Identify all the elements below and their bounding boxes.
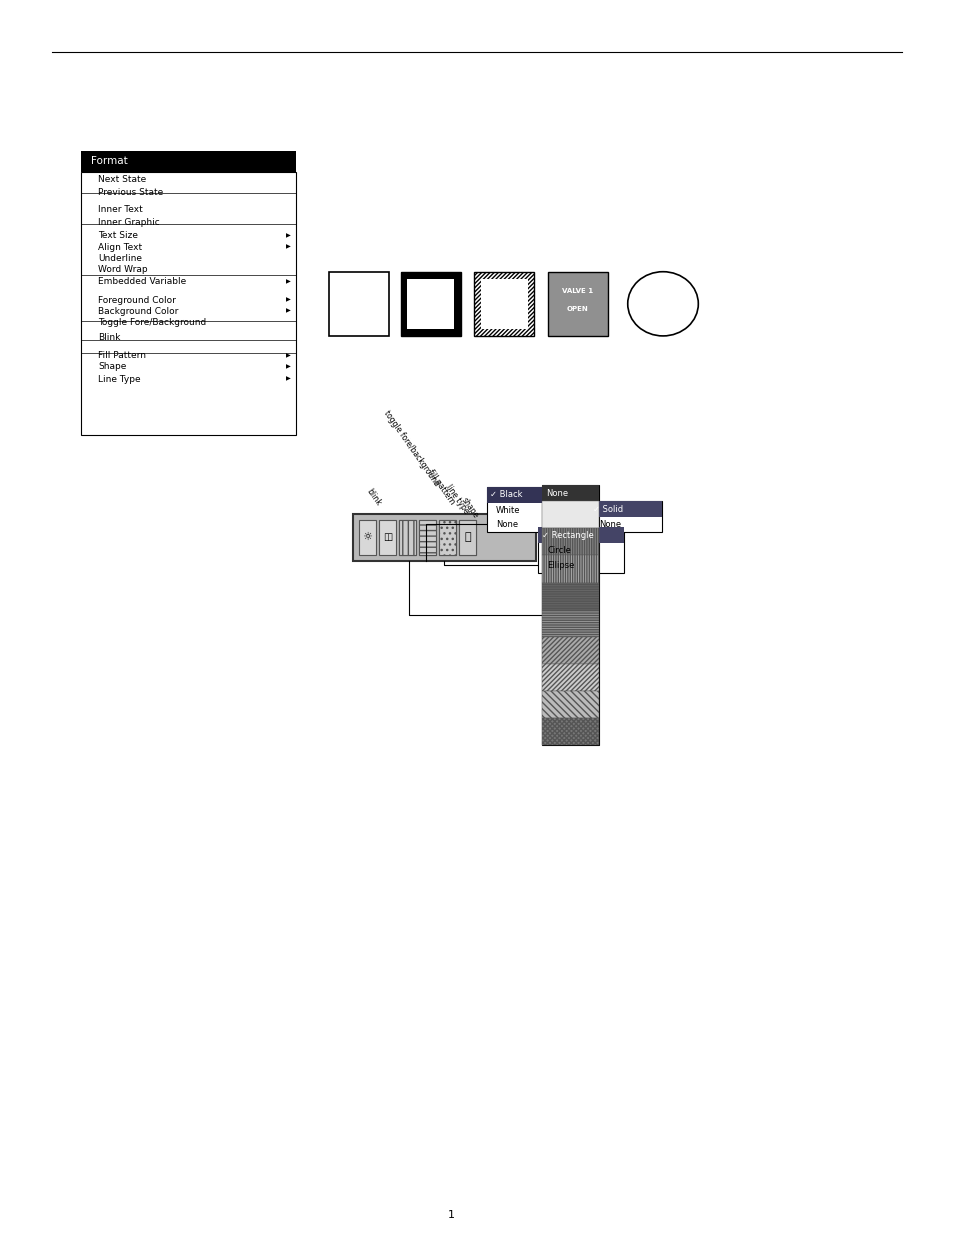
Bar — [541, 501, 598, 529]
Bar — [541, 718, 598, 745]
Bar — [547, 272, 607, 336]
Bar — [474, 272, 534, 336]
Bar — [407, 279, 454, 329]
Text: ▶: ▶ — [286, 279, 290, 284]
Text: Next State: Next State — [98, 174, 147, 184]
Bar — [398, 520, 416, 555]
Text: blink: blink — [364, 487, 382, 508]
Text: Inner Graphic: Inner Graphic — [98, 217, 160, 227]
Text: Format: Format — [91, 156, 128, 167]
Bar — [541, 690, 598, 718]
Text: ✓ Solid: ✓ Solid — [593, 505, 623, 514]
Bar — [418, 520, 436, 555]
Text: ▶: ▶ — [286, 298, 290, 303]
Text: Background Color: Background Color — [98, 306, 178, 316]
Ellipse shape — [627, 272, 698, 336]
Bar — [541, 485, 598, 501]
Bar — [480, 279, 527, 329]
Text: ▶: ▶ — [286, 233, 290, 238]
Bar — [541, 556, 598, 583]
Text: Toggle Fore/Background: Toggle Fore/Background — [98, 317, 206, 327]
Text: ▶: ▶ — [286, 245, 290, 249]
Bar — [486, 487, 572, 532]
Text: Blink: Blink — [98, 332, 120, 342]
Text: Word Wrap: Word Wrap — [98, 264, 148, 274]
Text: None: None — [496, 520, 517, 530]
Bar — [398, 520, 416, 555]
Text: Circle: Circle — [547, 546, 571, 556]
Bar — [541, 583, 598, 610]
Bar — [589, 501, 661, 517]
Bar — [81, 151, 295, 172]
Text: Underline: Underline — [98, 253, 142, 263]
Text: Line Type: Line Type — [98, 374, 141, 384]
Bar — [458, 520, 476, 555]
Bar — [358, 520, 375, 555]
Bar — [486, 487, 572, 503]
Text: toggle fore/background: toggle fore/background — [381, 409, 440, 488]
Text: Text Size: Text Size — [98, 231, 138, 241]
Text: ☼: ☼ — [362, 532, 372, 542]
Text: None: None — [545, 489, 567, 498]
Bar — [438, 520, 456, 555]
Bar — [400, 272, 460, 336]
Text: ▶: ▶ — [286, 353, 290, 358]
Text: Previous State: Previous State — [98, 188, 163, 198]
Bar — [541, 663, 598, 690]
Bar — [353, 514, 536, 561]
Text: line type: line type — [443, 483, 470, 515]
Bar — [418, 520, 436, 555]
Text: Align Text: Align Text — [98, 242, 142, 252]
Text: ✓ Rectangle: ✓ Rectangle — [541, 531, 593, 540]
Bar — [541, 636, 598, 663]
Text: ▶: ▶ — [286, 377, 290, 382]
Text: shape: shape — [459, 495, 480, 520]
Bar — [329, 272, 389, 336]
Bar — [537, 527, 623, 573]
Text: ✓ Black: ✓ Black — [490, 490, 522, 499]
Text: Foreground Color: Foreground Color — [98, 295, 176, 305]
Text: Ellipse: Ellipse — [547, 561, 575, 571]
Text: Inner Text: Inner Text — [98, 205, 143, 215]
Text: White: White — [496, 505, 520, 515]
Text: ▶: ▶ — [286, 309, 290, 314]
Bar — [378, 520, 395, 555]
Text: fill pattern: fill pattern — [426, 468, 456, 506]
Bar — [537, 527, 623, 543]
Text: ◫: ◫ — [382, 532, 392, 542]
Text: 1: 1 — [447, 1210, 455, 1220]
Bar — [541, 485, 598, 745]
Bar — [458, 520, 476, 555]
Bar — [438, 520, 456, 555]
Bar — [589, 501, 661, 532]
Text: ⧉: ⧉ — [464, 532, 470, 542]
Bar — [541, 529, 598, 556]
Text: ▶: ▶ — [286, 364, 290, 369]
Bar — [541, 610, 598, 636]
Text: VALVE 1: VALVE 1 — [561, 289, 593, 294]
Text: OPEN: OPEN — [566, 306, 588, 311]
Bar — [400, 272, 460, 336]
Bar — [81, 172, 295, 435]
Text: Fill Pattern: Fill Pattern — [98, 351, 146, 361]
Text: Embedded Variable: Embedded Variable — [98, 277, 187, 287]
Bar — [407, 279, 454, 329]
Text: Shape: Shape — [98, 362, 127, 372]
Text: None: None — [598, 520, 620, 530]
